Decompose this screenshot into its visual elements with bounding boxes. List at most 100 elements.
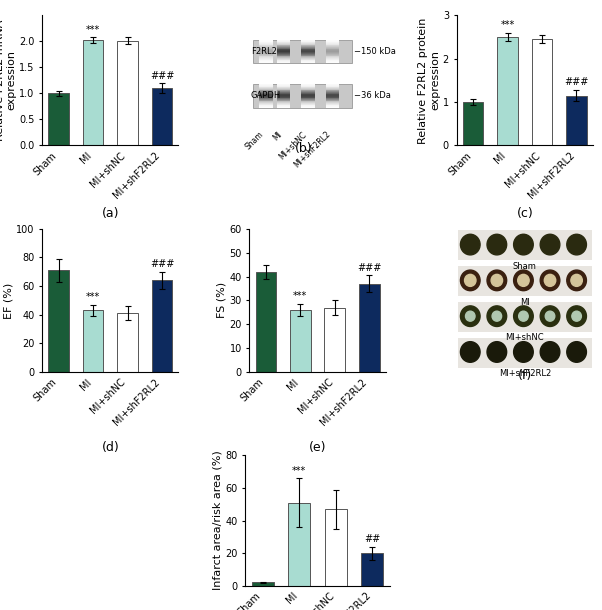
FancyBboxPatch shape [301, 47, 315, 48]
FancyBboxPatch shape [301, 89, 315, 90]
FancyBboxPatch shape [458, 230, 592, 260]
FancyBboxPatch shape [301, 55, 315, 56]
Text: MI+shNC: MI+shNC [277, 130, 308, 161]
FancyBboxPatch shape [277, 84, 290, 85]
FancyBboxPatch shape [301, 43, 315, 44]
FancyBboxPatch shape [259, 50, 273, 51]
FancyBboxPatch shape [326, 50, 340, 51]
FancyBboxPatch shape [277, 103, 290, 104]
FancyBboxPatch shape [326, 62, 340, 63]
FancyBboxPatch shape [259, 92, 273, 93]
FancyBboxPatch shape [326, 99, 340, 100]
Y-axis label: EF (%): EF (%) [4, 282, 13, 318]
FancyBboxPatch shape [301, 93, 315, 95]
FancyBboxPatch shape [277, 90, 290, 92]
FancyBboxPatch shape [301, 48, 315, 49]
FancyBboxPatch shape [277, 40, 290, 41]
FancyBboxPatch shape [301, 104, 315, 106]
Bar [290, 310, 311, 372]
FancyBboxPatch shape [301, 102, 315, 103]
FancyBboxPatch shape [326, 90, 340, 92]
FancyBboxPatch shape [301, 57, 315, 58]
FancyBboxPatch shape [301, 42, 315, 43]
Circle shape [491, 274, 503, 286]
FancyBboxPatch shape [326, 97, 340, 98]
FancyBboxPatch shape [259, 102, 273, 103]
Circle shape [487, 234, 507, 255]
FancyBboxPatch shape [326, 104, 340, 106]
FancyBboxPatch shape [326, 57, 340, 58]
FancyBboxPatch shape [326, 86, 340, 87]
Y-axis label: Infarct area/risk area (%): Infarct area/risk area (%) [213, 451, 222, 590]
Bar [463, 102, 483, 145]
FancyBboxPatch shape [259, 98, 273, 99]
Text: ##: ## [364, 534, 380, 544]
FancyBboxPatch shape [301, 52, 315, 53]
Text: (a): (a) [102, 207, 119, 220]
FancyBboxPatch shape [277, 42, 290, 43]
FancyBboxPatch shape [301, 106, 315, 107]
FancyBboxPatch shape [277, 97, 290, 98]
FancyBboxPatch shape [259, 62, 273, 63]
Bar [117, 41, 138, 145]
FancyBboxPatch shape [326, 96, 340, 97]
FancyBboxPatch shape [277, 57, 290, 58]
FancyBboxPatch shape [301, 61, 315, 62]
Circle shape [567, 306, 586, 326]
FancyBboxPatch shape [458, 338, 592, 368]
FancyBboxPatch shape [259, 54, 273, 55]
FancyBboxPatch shape [326, 44, 340, 45]
FancyBboxPatch shape [277, 89, 290, 90]
FancyBboxPatch shape [277, 107, 290, 108]
FancyBboxPatch shape [259, 52, 273, 53]
FancyBboxPatch shape [259, 86, 273, 87]
FancyBboxPatch shape [326, 87, 340, 88]
Bar [152, 281, 172, 372]
FancyBboxPatch shape [259, 44, 273, 45]
Text: Sham: Sham [513, 262, 537, 271]
FancyBboxPatch shape [259, 40, 273, 41]
Bar [359, 284, 379, 372]
FancyBboxPatch shape [326, 98, 340, 99]
FancyBboxPatch shape [326, 43, 340, 44]
FancyBboxPatch shape [277, 45, 290, 46]
FancyBboxPatch shape [326, 92, 340, 93]
FancyBboxPatch shape [259, 104, 273, 106]
FancyBboxPatch shape [259, 58, 273, 59]
FancyBboxPatch shape [259, 88, 273, 89]
Bar [82, 310, 104, 372]
FancyBboxPatch shape [326, 100, 340, 101]
FancyBboxPatch shape [458, 302, 592, 332]
FancyBboxPatch shape [259, 41, 273, 42]
Bar [117, 314, 138, 372]
FancyBboxPatch shape [301, 96, 315, 97]
Text: −150 kDa: −150 kDa [355, 47, 396, 56]
FancyBboxPatch shape [301, 62, 315, 63]
FancyBboxPatch shape [259, 93, 273, 95]
FancyBboxPatch shape [277, 52, 290, 53]
FancyBboxPatch shape [301, 107, 315, 108]
Text: (g): (g) [0, 609, 1, 610]
FancyBboxPatch shape [326, 60, 340, 61]
FancyBboxPatch shape [301, 51, 315, 52]
FancyBboxPatch shape [259, 89, 273, 90]
Circle shape [540, 306, 560, 326]
FancyBboxPatch shape [253, 40, 352, 63]
Text: (d): (d) [102, 441, 119, 454]
FancyBboxPatch shape [259, 57, 273, 58]
FancyBboxPatch shape [277, 41, 290, 42]
Text: MI: MI [271, 130, 284, 143]
Bar [82, 40, 104, 145]
FancyBboxPatch shape [277, 58, 290, 59]
FancyBboxPatch shape [326, 103, 340, 104]
FancyBboxPatch shape [301, 40, 315, 41]
FancyBboxPatch shape [301, 41, 315, 42]
FancyBboxPatch shape [259, 90, 273, 92]
FancyBboxPatch shape [259, 107, 273, 108]
FancyBboxPatch shape [259, 84, 273, 85]
FancyBboxPatch shape [301, 50, 315, 51]
FancyBboxPatch shape [301, 88, 315, 89]
FancyBboxPatch shape [301, 49, 315, 50]
Circle shape [487, 270, 507, 291]
FancyBboxPatch shape [277, 53, 290, 54]
